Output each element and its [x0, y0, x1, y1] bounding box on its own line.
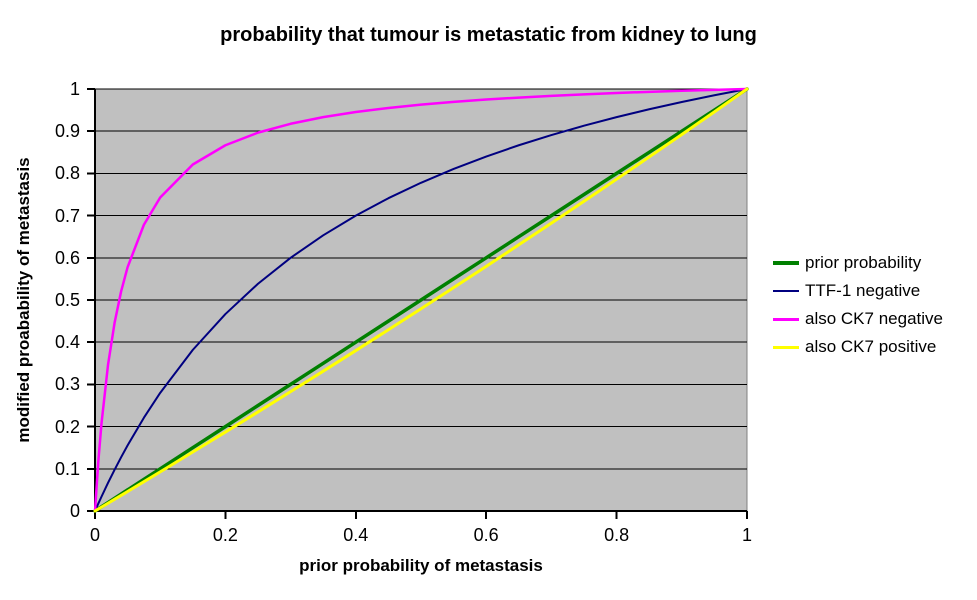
x-tick-label-0.4: 0.4 [343, 525, 369, 545]
legend-label-ttf-1-negative: TTF-1 negative [805, 281, 921, 300]
series-line-also-ck7-positive [93, 87, 749, 513]
legend: prior probability TTF-1 negative also CK7 … [773, 249, 943, 361]
y-tick-label-0.5: 0.5 [54, 290, 80, 310]
y-tick-label-0.9: 0.9 [54, 121, 80, 142]
legend-item-also-ck7-negative: also CK7 negative [773, 305, 943, 333]
legend-item-prior-probability: prior probability [773, 249, 943, 277]
x-tick-label-1: 1 [741, 525, 752, 545]
y-tick-label-0.1: 0.1 [54, 458, 80, 479]
y-tick-label-0.6: 0.6 [54, 247, 80, 268]
y-tick-label-0.8: 0.8 [54, 163, 80, 184]
x-tick-label-0.8: 0.8 [604, 525, 630, 545]
x-tick-label-0: 0 [89, 525, 100, 545]
y-tick-label-0.3: 0.3 [54, 374, 80, 395]
legend-label-prior-probability: prior probability [805, 253, 922, 272]
legend-swatch-also-ck7-negative [773, 317, 799, 321]
legend-item-ttf-1-negative: TTF-1 negative [773, 277, 943, 305]
y-tick-label-0.4: 0.4 [54, 332, 80, 353]
x-tick-label-0.6: 0.6 [473, 525, 499, 545]
y-tick-label-0.2: 0.2 [54, 416, 80, 437]
y-axis-title: modified proabability of metastasis [14, 157, 33, 443]
x-axis-title: prior probability of metastasis [299, 556, 543, 575]
legend-swatch-also-ck7-positive [773, 345, 799, 349]
legend-label-also-ck7-negative: also CK7 negative [805, 309, 943, 328]
y-tick-label-1: 1 [69, 79, 80, 99]
legend-swatch-prior-probability [773, 261, 799, 265]
series-line-also-ck7-negative [93, 87, 749, 513]
y-tick-label-0.7: 0.7 [54, 205, 80, 226]
legend-swatch-ttf-1-negative [773, 290, 799, 292]
x-tick-label-0.2: 0.2 [212, 525, 238, 545]
legend-item-also-ck7-positive: also CK7 positive [773, 333, 943, 361]
legend-label-also-ck7-positive: also CK7 positive [805, 337, 937, 356]
y-tick-label-0: 0 [69, 501, 80, 521]
series-line-ttf-1-negative [94, 88, 748, 512]
chart-title: probability that tumour is metastatic fr… [220, 24, 757, 46]
